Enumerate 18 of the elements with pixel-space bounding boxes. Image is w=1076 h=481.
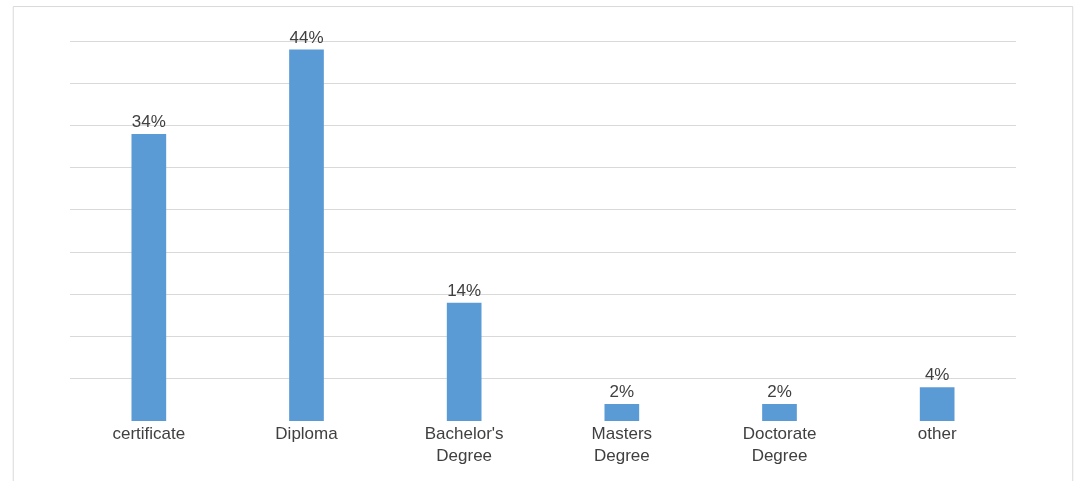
x-tick-label: Bachelor's Degree <box>424 424 504 466</box>
x-tick-label: Doctorate Degree <box>742 424 817 466</box>
bar <box>604 404 640 421</box>
bar <box>131 133 167 421</box>
bar <box>289 49 324 421</box>
bar <box>446 302 482 421</box>
x-tick-label: Diploma <box>275 424 339 443</box>
data-label: 2% <box>767 382 792 402</box>
x-tick-label: certificate <box>112 424 186 443</box>
x-tick-label: Masters Degree <box>591 424 653 466</box>
data-label: 4% <box>924 365 950 385</box>
bar <box>919 387 955 421</box>
data-label: 14% <box>447 280 482 300</box>
data-label: 2% <box>609 382 635 402</box>
data-label: 34% <box>131 111 166 131</box>
x-tick-label: other <box>917 424 957 443</box>
bar <box>762 404 797 421</box>
data-label: 44% <box>289 27 324 47</box>
